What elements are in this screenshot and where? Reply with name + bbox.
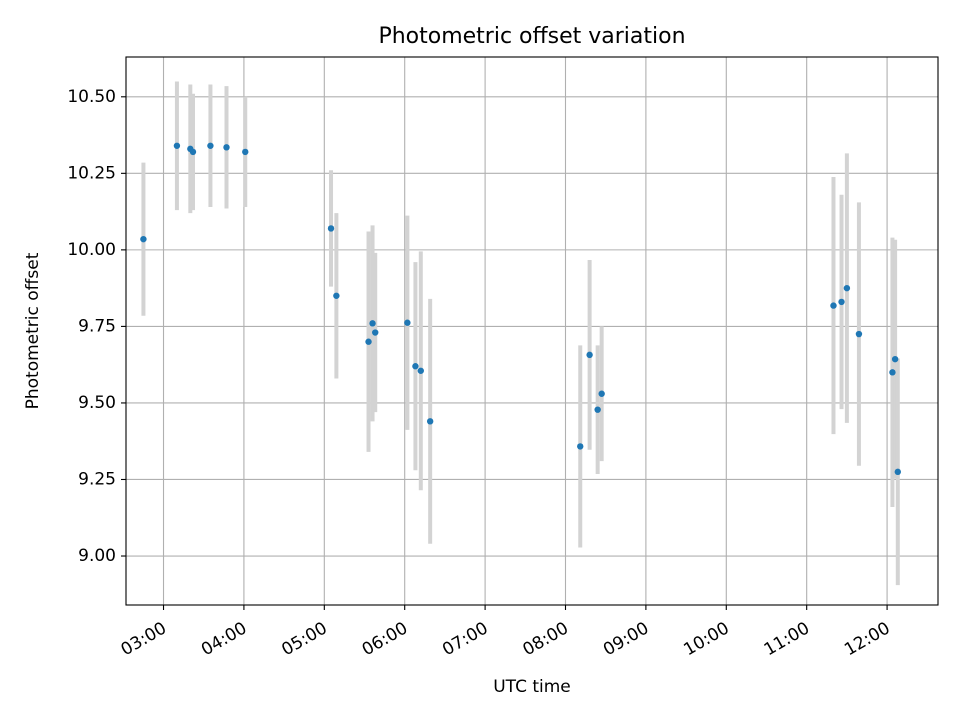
errorbar-layer — [141, 81, 900, 586]
plot-area-frame — [125, 56, 939, 606]
data-point — [404, 319, 411, 326]
data-point — [207, 142, 214, 149]
grid-layer — [126, 57, 938, 605]
y-tick-label: 10.25 — [67, 163, 116, 183]
data-point — [598, 390, 605, 397]
data-point — [242, 148, 249, 156]
data-point — [140, 235, 147, 243]
data-point — [830, 302, 837, 309]
x-axis-label: UTC time — [493, 677, 571, 697]
data-point — [894, 468, 902, 476]
data-point — [417, 367, 424, 374]
x-tick-label: 05:00 — [278, 618, 330, 660]
x-tick-label: 03:00 — [118, 618, 170, 660]
data-point — [577, 443, 584, 450]
x-tick-label: 08:00 — [520, 618, 572, 660]
data-point — [426, 418, 434, 425]
data-point — [333, 292, 340, 299]
y-axis-label: Photometric offset — [23, 252, 43, 409]
y-tick-label: 9.50 — [78, 393, 116, 413]
x-tick-label: 04:00 — [198, 618, 250, 660]
data-point — [189, 148, 197, 156]
y-tick-label: 10.00 — [67, 240, 116, 260]
data-point — [372, 329, 379, 336]
y-tick-label: 10.50 — [67, 87, 116, 107]
y-tick-label: 9.75 — [78, 316, 116, 336]
x-tick-label: 07:00 — [439, 618, 491, 660]
data-point — [369, 320, 376, 327]
x-tick-label: 12:00 — [841, 618, 893, 660]
data-point — [855, 330, 863, 338]
data-point — [891, 355, 899, 363]
x-tick-label: 09:00 — [600, 618, 652, 660]
data-point — [327, 225, 335, 232]
chart-title: Photometric offset variation — [378, 24, 685, 49]
data-point — [838, 298, 845, 306]
point-layer — [140, 142, 902, 476]
data-point — [173, 142, 181, 149]
y-tick-label: 9.25 — [78, 469, 116, 489]
data-point — [843, 284, 851, 292]
data-point — [594, 406, 601, 413]
data-point — [586, 351, 593, 359]
data-point — [889, 369, 896, 376]
x-tick-label: 10:00 — [680, 618, 732, 660]
x-tick-label: 06:00 — [359, 618, 411, 660]
x-tick-label: 11:00 — [761, 618, 813, 660]
data-point — [365, 338, 372, 345]
data-point — [412, 363, 419, 370]
y-tick-label: 9.00 — [78, 546, 116, 566]
data-point — [223, 144, 230, 151]
